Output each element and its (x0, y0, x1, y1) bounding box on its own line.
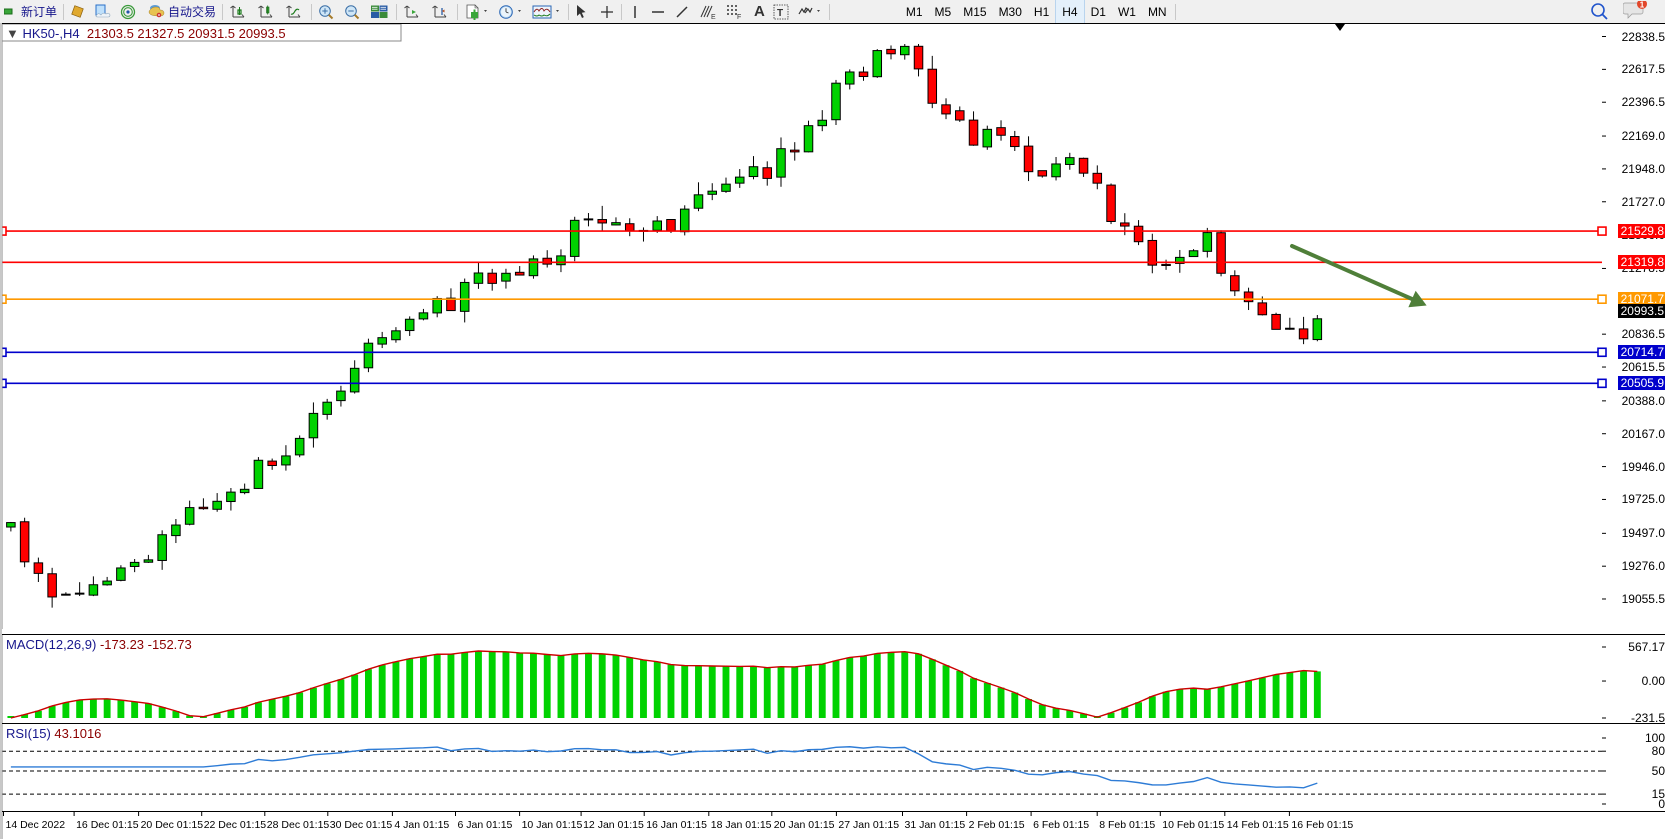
svg-text:F: F (737, 14, 741, 20)
svg-text:E: E (711, 14, 716, 20)
svg-text:1: 1 (1640, 1, 1645, 9)
svg-text:T: T (777, 8, 783, 19)
